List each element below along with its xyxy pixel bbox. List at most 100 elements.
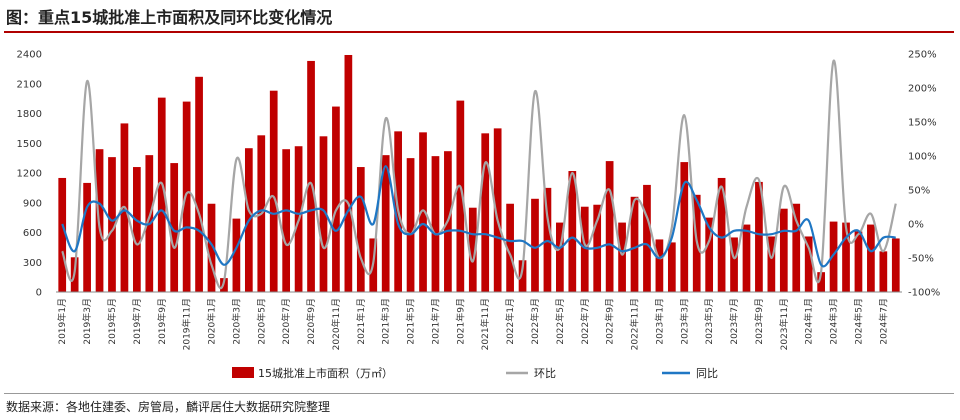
bar-mark	[705, 217, 714, 292]
y-left-tick-label: 600	[23, 228, 42, 239]
x-tick-label: 2019年11月	[181, 298, 193, 350]
bar-mark	[643, 184, 651, 292]
bar-mark	[58, 177, 67, 292]
bar-mark	[867, 224, 875, 292]
bar-mark	[381, 155, 390, 292]
bar-mark	[767, 236, 776, 292]
bar-mark	[133, 167, 141, 292]
x-tick-label: 2021年3月	[380, 298, 392, 345]
bar-mark	[182, 101, 191, 292]
legend-yoy-label: 同比	[696, 367, 718, 380]
x-tick-label: 2024年5月	[852, 298, 864, 345]
bar-mark	[792, 203, 801, 292]
x-tick-label: 2019年3月	[81, 298, 93, 345]
x-tick-label: 2020年1月	[206, 298, 218, 345]
bar-mark	[742, 224, 751, 292]
x-tick-label: 2023年5月	[703, 298, 715, 345]
bar-mark	[108, 157, 116, 292]
bar-mark	[83, 182, 91, 292]
x-tick-label: 2023年1月	[653, 298, 665, 345]
y-left-tick-label: 2400	[17, 50, 42, 61]
x-tick-label: 2022年3月	[529, 298, 541, 345]
bar-mark	[568, 171, 577, 292]
y-right-tick-label: -100%	[908, 288, 940, 299]
x-tick-label: 2019年7月	[131, 298, 143, 345]
bar-mark	[829, 221, 838, 292]
bar-mark	[431, 156, 440, 292]
x-tick-label: 2020年9月	[305, 298, 317, 345]
y-left-tick-label: 300	[23, 258, 42, 269]
x-tick-label: 2021年1月	[355, 298, 367, 345]
bar-mark	[406, 158, 415, 292]
bar-mark	[779, 208, 788, 292]
bar-mark	[618, 222, 626, 292]
y-right-tick-label: 250%	[908, 50, 937, 61]
bar-mark	[730, 237, 738, 292]
bar-mark	[854, 231, 863, 292]
bar-mark	[717, 177, 726, 292]
bar-mark	[817, 272, 825, 292]
x-tick-label: 2019年5月	[106, 298, 118, 345]
chart-area: 0 300 600 900 1200 1500 1800 2100 2400 -100% -50% 0…	[17, 50, 941, 381]
x-tick-label: 2020年11月	[330, 298, 342, 350]
x-tick-label: 2021年5月	[405, 298, 417, 345]
x-tick-label: 2019年1月	[56, 298, 68, 345]
bar-mark	[481, 133, 490, 292]
bar-mark	[307, 60, 315, 292]
x-tick-label: 2024年7月	[877, 298, 889, 345]
x-tick-label: 2022年1月	[504, 298, 516, 345]
mom-line	[61, 59, 897, 290]
y-right-tick-label: 200%	[908, 84, 937, 95]
bar-mark	[630, 196, 639, 292]
line-series	[61, 59, 897, 290]
legend-bar-swatch	[232, 367, 254, 378]
x-tick-label: 2022年7月	[579, 298, 591, 345]
x-tick-label: 2020年5月	[255, 298, 267, 345]
bar-mark	[170, 163, 179, 292]
bar-mark	[680, 162, 689, 292]
x-tick-label: 2021年9月	[454, 298, 466, 345]
bar-mark	[755, 181, 763, 292]
bar-mark	[891, 238, 900, 292]
bar-mark	[269, 90, 278, 292]
bar-mark	[605, 161, 614, 292]
bar-mark	[207, 203, 216, 292]
y-right-tick-label: 150%	[908, 118, 937, 129]
x-tick-label: 2023年3月	[678, 298, 690, 345]
bar-mark	[531, 198, 539, 292]
bar-mark	[804, 236, 813, 292]
legend-mom-label: 环比	[534, 367, 556, 380]
bar-mark	[419, 132, 427, 292]
bar-mark	[356, 167, 365, 292]
y-left-tick-label: 900	[23, 198, 42, 209]
x-tick-label: 2023年11月	[778, 298, 790, 350]
x-tick-label: 2022年5月	[554, 298, 566, 345]
y-right-tick-label: 100%	[908, 152, 937, 163]
title-divider	[4, 31, 954, 33]
legend: 15城批准上市面积（万㎡） 环比 同比	[232, 366, 718, 380]
bar-mark	[332, 106, 340, 292]
data-source: 数据来源：各地住建委、房管局，麟评居住大数据研究院整理	[6, 400, 331, 414]
x-tick-label: 2024年1月	[803, 298, 815, 345]
axes: 0 300 600 900 1200 1500 1800 2100 2400 -100% -50% 0…	[17, 50, 941, 351]
y-left-tick-label: 1200	[17, 169, 42, 180]
x-tick-label: 2023年7月	[728, 298, 740, 345]
y-right-tick-label: -50%	[908, 254, 934, 265]
bar-mark	[493, 128, 502, 292]
y-right-tick-label: 0%	[908, 220, 924, 231]
x-tick-label: 2019年9月	[156, 298, 168, 345]
y-left-tick-label: 1500	[17, 139, 42, 150]
y-left-tick-label: 2100	[17, 79, 42, 90]
footer-divider	[4, 393, 954, 394]
bar-mark	[157, 97, 166, 292]
bar-mark	[456, 100, 465, 292]
x-tick-label: 2021年7月	[429, 298, 441, 345]
y-right-tick-label: 50%	[908, 186, 930, 197]
bar-mark	[580, 206, 589, 292]
y-left-tick-label: 1800	[17, 109, 42, 120]
bar-mark	[282, 149, 291, 292]
bar-mark	[556, 222, 564, 292]
x-tick-label: 2021年11月	[479, 298, 491, 350]
bar-mark	[232, 218, 241, 292]
legend-bar-label: 15城批准上市面积（万㎡）	[258, 366, 393, 380]
